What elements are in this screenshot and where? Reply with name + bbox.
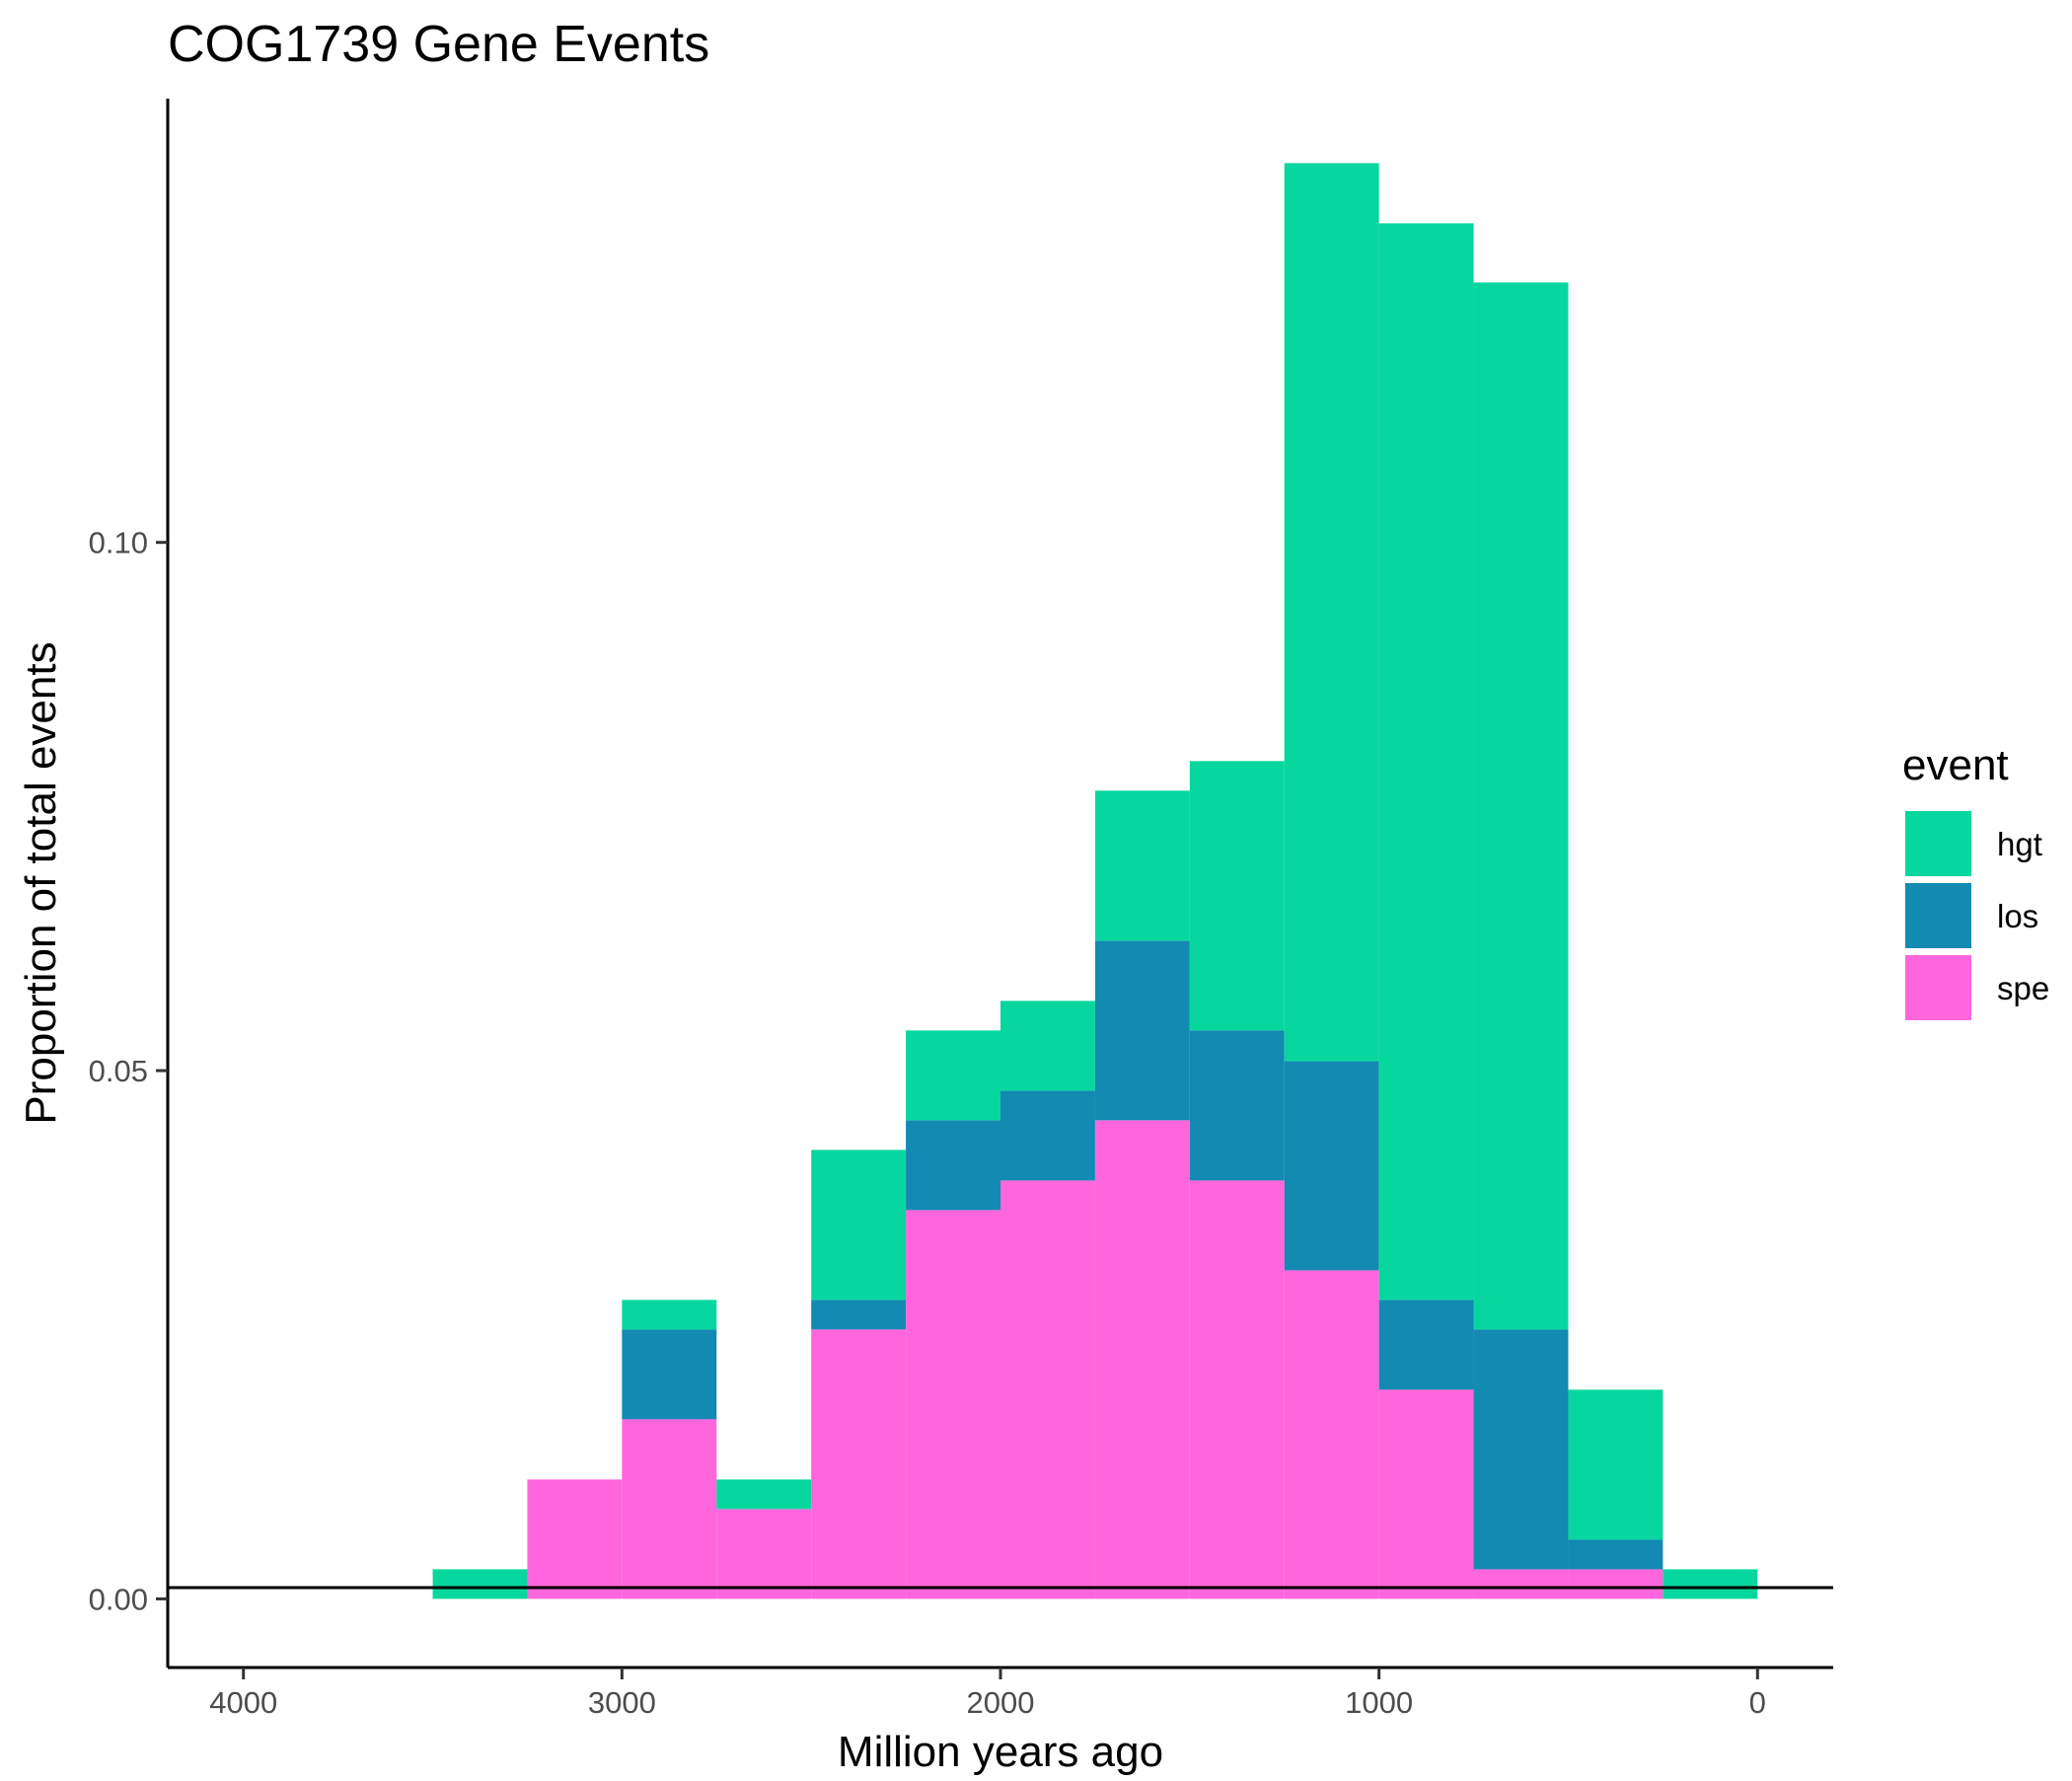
legend-label-spe: spe [1997, 970, 2049, 1006]
y-tick-label: 0.10 [89, 526, 148, 560]
bar-los-1375 [1189, 1030, 1285, 1181]
legend-swatch-hgt [1905, 811, 1971, 876]
x-ticks-layer: 4000 3000 2000 1000 0 [209, 1668, 1766, 1720]
bar-spe-1375 [1189, 1180, 1285, 1599]
bar-hgt-2125 [906, 1030, 1000, 1121]
bar-spe-375 [1568, 1569, 1664, 1599]
bar-hgt-375 [1568, 1389, 1664, 1540]
bar-spe-3125 [527, 1479, 623, 1599]
bar-los-625 [1473, 1329, 1569, 1570]
x-tick-label: 2000 [967, 1685, 1035, 1720]
bars-layer [432, 163, 1758, 1599]
legend-title: event [1902, 741, 2009, 789]
bar-spe-1625 [1094, 1120, 1190, 1599]
bar-spe-1875 [1000, 1180, 1095, 1599]
bar-los-1625 [1094, 940, 1190, 1121]
bar-spe-2625 [716, 1509, 812, 1599]
y-ticks-layer: 0.00 0.05 0.10 [89, 526, 168, 1616]
legend: hgt los spe [1905, 811, 2049, 1020]
bar-los-2125 [906, 1120, 1000, 1211]
bar-hgt-1125 [1284, 163, 1379, 1062]
bar-los-2375 [811, 1299, 907, 1330]
bar-hgt-125 [1663, 1569, 1758, 1599]
x-axis-title: Million years ago [838, 1728, 1163, 1776]
legend-swatch-spe [1905, 955, 1971, 1020]
y-axis-title: Proportion of total events [17, 641, 65, 1124]
legend-label-hgt: hgt [1997, 826, 2042, 862]
bar-hgt-2875 [622, 1299, 717, 1330]
bar-spe-2875 [622, 1419, 717, 1599]
bar-spe-875 [1378, 1389, 1474, 1599]
bar-los-375 [1568, 1539, 1664, 1570]
legend-label-los: los [1997, 898, 2038, 934]
bar-spe-1125 [1284, 1270, 1379, 1599]
bar-los-1875 [1000, 1090, 1095, 1181]
bar-hgt-1625 [1094, 790, 1190, 941]
bar-spe-2125 [906, 1210, 1000, 1599]
y-tick-label: 0.00 [89, 1582, 148, 1616]
bar-hgt-1375 [1189, 761, 1285, 1031]
x-tick-label: 4000 [209, 1685, 277, 1720]
bar-spe-625 [1473, 1569, 1569, 1599]
x-tick-label: 0 [1749, 1685, 1766, 1720]
legend-swatch-los [1905, 883, 1971, 948]
bar-hgt-625 [1473, 282, 1569, 1330]
bar-hgt-3375 [432, 1569, 528, 1599]
bar-hgt-1875 [1000, 1001, 1095, 1091]
bar-los-1125 [1284, 1061, 1379, 1271]
x-tick-label: 1000 [1345, 1685, 1413, 1720]
bar-los-2875 [622, 1329, 717, 1420]
bar-hgt-875 [1378, 223, 1474, 1300]
bar-hgt-2375 [811, 1150, 907, 1300]
y-tick-label: 0.05 [89, 1054, 148, 1088]
x-tick-label: 3000 [588, 1685, 656, 1720]
bar-los-875 [1378, 1299, 1474, 1390]
bar-spe-2375 [811, 1329, 907, 1599]
chart-title: COG1739 Gene Events [168, 16, 709, 73]
bar-hgt-2625 [716, 1479, 812, 1510]
